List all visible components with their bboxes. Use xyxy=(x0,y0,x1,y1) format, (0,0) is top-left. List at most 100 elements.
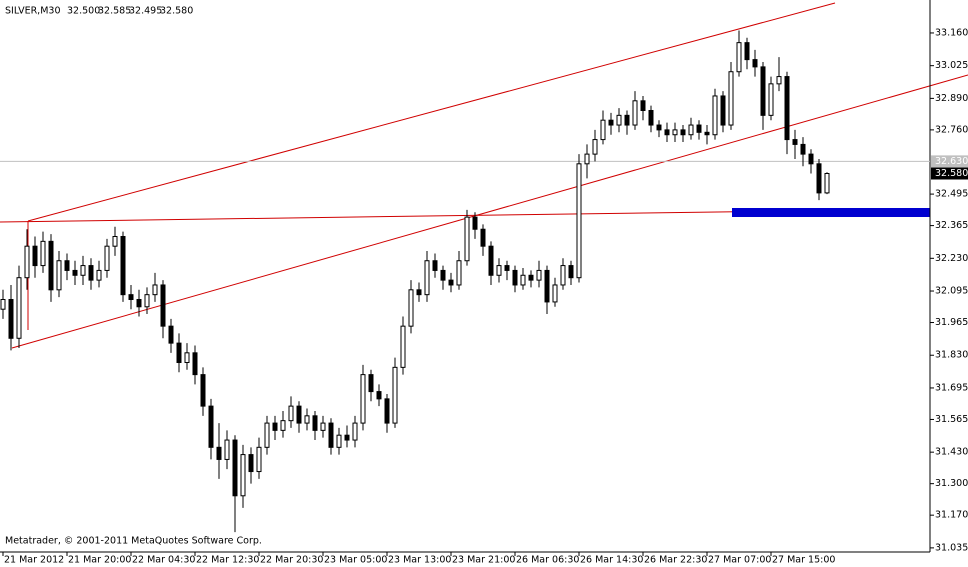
candle-body xyxy=(808,153,814,165)
candle-body xyxy=(720,95,726,126)
candle-body xyxy=(352,422,358,441)
candle-body xyxy=(480,228,486,247)
price-marker-box xyxy=(931,155,968,168)
price-marker-label: 32.630 xyxy=(935,156,968,167)
x-tick-label: 22 Mar 20:30 xyxy=(260,555,323,566)
candle-body xyxy=(416,289,422,296)
candle-body xyxy=(744,42,750,61)
candle-body xyxy=(624,114,630,126)
candle-body xyxy=(256,446,262,473)
candle-body xyxy=(640,100,646,111)
candle-body xyxy=(128,294,134,301)
channel-lower xyxy=(11,74,968,349)
channel-upper xyxy=(27,2,836,222)
candle-body xyxy=(384,398,390,424)
y-tick-label: 31.695 xyxy=(935,382,968,393)
candle-body xyxy=(560,265,566,286)
candle-body xyxy=(272,422,278,431)
candle-body xyxy=(392,366,398,424)
candle-body xyxy=(616,114,622,126)
candle-body xyxy=(248,454,254,473)
header-value: 32.580 xyxy=(160,6,193,17)
candle-body xyxy=(680,129,686,136)
candle-body xyxy=(304,415,310,424)
candle-body xyxy=(512,269,518,286)
candle-body xyxy=(216,446,222,460)
candle-body xyxy=(528,274,534,281)
candle-body xyxy=(376,391,382,400)
header-value: 32.500 xyxy=(67,6,100,17)
candle-body xyxy=(336,434,342,448)
candle-body xyxy=(688,124,694,136)
candle-body xyxy=(56,260,62,291)
candle-body xyxy=(232,439,238,497)
y-tick-label: 31.565 xyxy=(935,414,968,425)
candle-body xyxy=(0,299,6,310)
candle-body xyxy=(280,420,286,431)
candle-body xyxy=(592,139,598,155)
y-tick-label: 31.965 xyxy=(935,317,968,328)
candle-body xyxy=(496,265,502,276)
candle-body xyxy=(448,279,454,286)
candle-body xyxy=(320,422,326,431)
x-tick-label: 26 Mar 06:30 xyxy=(516,555,579,566)
chart-title: SILVER,M30 xyxy=(5,6,61,17)
candle-body xyxy=(160,284,166,327)
x-tick-label: 21 Mar 2012 xyxy=(4,555,64,566)
candle-body xyxy=(672,129,678,136)
candle-body xyxy=(768,83,774,116)
candle-body xyxy=(552,284,558,303)
candle-body xyxy=(144,294,150,308)
candle-body xyxy=(792,139,798,145)
candle-body xyxy=(432,260,438,271)
candle-body xyxy=(240,454,246,497)
candle-body xyxy=(72,269,78,276)
candle-body xyxy=(208,405,214,448)
candle-body xyxy=(360,374,366,424)
candle-body xyxy=(728,71,734,126)
candle-body xyxy=(600,119,606,141)
candle-body xyxy=(224,439,230,460)
y-tick-label: 31.830 xyxy=(935,350,968,361)
candle-body xyxy=(80,265,86,276)
y-tick-label: 32.365 xyxy=(935,220,968,231)
y-tick-label: 31.430 xyxy=(935,447,968,458)
candle-body xyxy=(504,265,510,271)
y-tick-label: 32.495 xyxy=(935,189,968,200)
candle-body xyxy=(472,216,478,230)
zone-rectangle xyxy=(732,208,930,217)
candle-body xyxy=(400,325,406,368)
candle-body xyxy=(664,129,670,136)
candle-body xyxy=(64,260,70,271)
user-drawings xyxy=(0,2,968,349)
y-tick-label: 31.170 xyxy=(935,510,968,521)
candle-body xyxy=(464,216,470,262)
header-value: 32.495 xyxy=(129,6,162,17)
candle-body xyxy=(824,172,830,194)
candle-body xyxy=(192,352,198,376)
y-tick-label: 32.760 xyxy=(935,124,968,135)
price-marker-label: 32.580 xyxy=(935,168,968,179)
x-tick-label: 27 Mar 15:00 xyxy=(772,555,835,566)
x-tick-label: 23 Mar 05:00 xyxy=(324,555,387,566)
candle-body xyxy=(184,352,190,364)
copyright: Metatrader, © 2001-2011 MetaQuotes Softw… xyxy=(5,536,262,547)
y-tick-label: 33.160 xyxy=(935,27,968,38)
y-tick-label: 31.035 xyxy=(935,542,968,553)
candle-body xyxy=(576,163,582,279)
x-tick-label: 26 Mar 14:30 xyxy=(580,555,643,566)
candle-body xyxy=(784,76,790,141)
candle-body xyxy=(8,299,14,339)
candle-body xyxy=(120,236,126,296)
candle-body xyxy=(440,269,446,281)
y-tick-label: 32.095 xyxy=(935,286,968,297)
candle-body xyxy=(368,374,374,393)
candle-body xyxy=(488,245,494,276)
candle-body xyxy=(752,59,758,68)
price-marker-box xyxy=(931,167,968,180)
candle-body xyxy=(168,325,174,344)
x-tick-label: 22 Mar 04:30 xyxy=(132,555,195,566)
candle-body xyxy=(104,245,110,271)
